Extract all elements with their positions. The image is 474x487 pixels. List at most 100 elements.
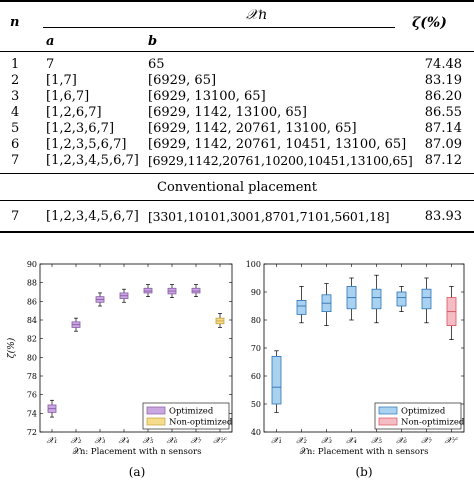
box-iqr: [271, 356, 282, 405]
legend-label-nonopt: Non-optimized: [401, 418, 465, 428]
row-n: 5: [11, 121, 20, 136]
x-tick-label: 𝒳₇ᶜ: [213, 436, 227, 446]
y-tick-label: 40: [251, 428, 261, 437]
header-b: b: [148, 34, 158, 49]
header-a: a: [46, 34, 55, 49]
header-xn: 𝒳n: [246, 7, 268, 23]
panel-label-a: (a): [129, 465, 146, 479]
section-rule-top: [0, 173, 474, 174]
x-tick-label: 𝒳₆: [396, 436, 407, 446]
row-n: 1: [11, 57, 20, 72]
row-b: [6929, 1142, 13100, 65]: [148, 105, 308, 120]
box-iqr: [143, 287, 153, 294]
y-tick-label: 100: [246, 260, 261, 269]
y-tick-label: 74: [27, 409, 37, 418]
x-tick-label: 𝒳₇ᶜ: [445, 436, 459, 446]
x-tick-label: 𝒳₂: [71, 436, 82, 446]
section-rule-bottom: [0, 200, 474, 201]
row-a: [1,2,3,4,5,6,7]: [46, 209, 139, 224]
row-zeta: 83.93: [424, 209, 462, 224]
legend-swatch-nonopt: [378, 417, 398, 426]
boxplot-figures: 72 74 76 78 80 82 84 86 88 90 𝒳₁ 𝒳₂ 𝒳₃ 𝒳₄ 𝒳₅ 𝒳₆ 𝒳₇ 𝒳₇ᶜ Opt…: [6, 260, 465, 479]
section-title: Conventional placement: [157, 180, 317, 195]
row-a: [1,2,3,4,5,6,7]: [46, 153, 139, 168]
x-tick-label: 𝒳₄: [119, 436, 130, 446]
box-iqr: [191, 287, 201, 294]
x-tick-label: 𝒳₆: [167, 436, 178, 446]
y-tick-label: 90: [251, 288, 261, 297]
x-tick-label: 𝒳₇: [191, 436, 202, 446]
x-tick-label: 𝒳₃: [321, 436, 332, 446]
box-iqr: [296, 300, 307, 315]
table-top-rule: [0, 0, 474, 2]
row-b: [3301,10101,3001,8701,7101,5601,18]: [148, 209, 390, 224]
row-n: 6: [11, 137, 20, 152]
header-n: n: [10, 15, 20, 30]
row-b: [6929, 65]: [148, 73, 217, 88]
figures: 72 74 76 78 80 82 84 86 88 90 𝒳₁ 𝒳₂ 𝒳₃ 𝒳₄ 𝒳₅ 𝒳₆ 𝒳₇ 𝒳₇ᶜ Opt…: [0, 250, 474, 483]
y-tick-label: 70: [251, 344, 261, 353]
row-b: 65: [148, 57, 165, 72]
results-table: n 𝒳n ζ(%) a b 1 7 65 74.48 2 [1,7] [6929…: [0, 0, 474, 233]
row-n: 2: [11, 73, 20, 88]
row-b: [6929, 1142, 20761, 13100, 65]: [148, 121, 357, 136]
y-tick-label: 90: [27, 260, 37, 269]
header-bottom-rule: [0, 51, 474, 52]
legend-swatch-optimized: [378, 406, 398, 415]
header-subrule: [43, 27, 395, 28]
y-tick-label: 84: [27, 316, 37, 325]
y-tick-label: 72: [27, 428, 37, 437]
y-tick-label: 80: [27, 353, 37, 362]
row-zeta: 86.55: [424, 105, 462, 120]
x-tick-label: 𝒳₅: [371, 436, 382, 446]
y-tick-label: 82: [27, 335, 37, 344]
row-n: 7: [11, 153, 20, 168]
y-tick-label: 78: [27, 372, 37, 381]
row-zeta: 83.19: [424, 73, 462, 88]
row-n: 4: [11, 105, 20, 120]
row-b: [6929,1142,20761,10200,10451,13100,65]: [148, 153, 413, 168]
box-iqr: [371, 288, 382, 310]
x-axis-label: 𝒳n: Placement with n sensors: [300, 447, 429, 457]
row-a: [1,2,6,7]: [46, 105, 102, 120]
x-tick-label: 𝒳₇: [421, 436, 432, 446]
row-a: [1,6,7]: [46, 89, 90, 104]
legend-swatch-optimized: [146, 406, 166, 415]
row-a: [1,7]: [46, 73, 77, 88]
row-zeta: 87.09: [424, 137, 462, 152]
table-bottom-rule: [0, 231, 474, 233]
legend-swatch-nonopt: [146, 417, 166, 426]
row-zeta: 87.14: [424, 121, 462, 136]
y-tick-label: 50: [251, 400, 261, 409]
row-b: [6929, 13100, 65]: [148, 89, 266, 104]
x-tick-label: 𝒳₅: [143, 436, 154, 446]
box-iqr: [396, 291, 407, 307]
row-a: [1,2,3,5,6,7]: [46, 137, 127, 152]
header-zeta: ζ(%): [412, 15, 447, 31]
x-tick-label: 𝒳₄: [346, 436, 357, 446]
y-tick-label: 76: [27, 391, 37, 400]
x-tick-label: 𝒳₃: [95, 436, 106, 446]
x-tick-label: 𝒳₂: [296, 436, 307, 446]
y-tick-label: 60: [251, 372, 261, 381]
y-tick-label: 80: [251, 316, 261, 325]
legend-label-optimized: Optimized: [401, 407, 446, 417]
box-iqr: [421, 288, 432, 310]
y-tick-label: 88: [27, 279, 37, 288]
row-zeta: 86.20: [424, 89, 462, 104]
panel-label-b: (b): [355, 465, 372, 479]
row-n: 3: [11, 89, 20, 104]
x-axis-label: 𝒳n: Placement with n sensors: [73, 447, 202, 457]
row-zeta: 74.48: [424, 57, 462, 72]
row-zeta: 87.12: [424, 153, 462, 168]
row-a: 7: [46, 57, 55, 72]
legend-label-nonopt: Non-optimized: [169, 418, 233, 428]
row-b: [6929, 1142, 20761, 10451, 13100, 65]: [148, 137, 407, 152]
row-n: 7: [11, 209, 20, 224]
legend-label-optimized: Optimized: [169, 407, 214, 417]
y-axis-label: ζ(%): [6, 337, 17, 358]
x-tick-label: 𝒳₁: [47, 436, 58, 446]
row-a: [1,2,3,6,7]: [46, 121, 115, 136]
x-tick-label: 𝒳₁: [271, 436, 282, 446]
y-tick-label: 86: [27, 297, 37, 306]
